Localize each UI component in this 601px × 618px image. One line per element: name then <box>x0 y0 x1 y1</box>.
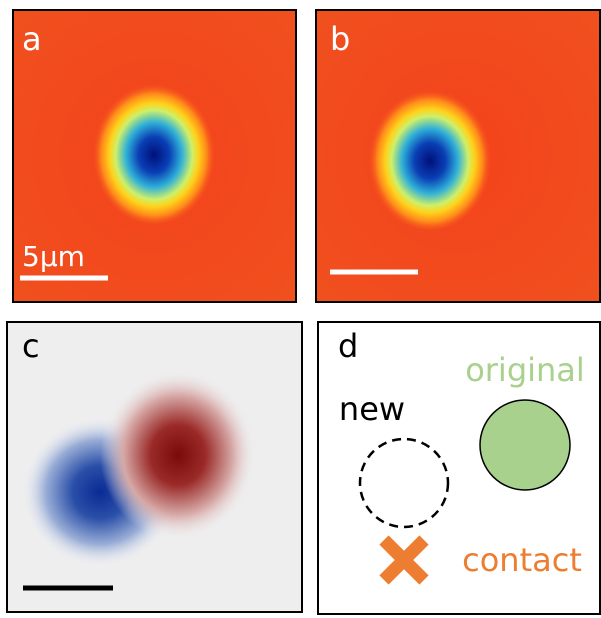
panel-a: a 5μm <box>13 10 296 302</box>
scale-label: 5μm <box>22 240 85 273</box>
panel-label: a <box>22 20 42 58</box>
panel-label: b <box>330 20 350 58</box>
figure: a 5μm b c d original new contact <box>0 0 601 618</box>
legend-label: new <box>339 390 405 428</box>
spot <box>368 86 492 230</box>
panel-label: d <box>338 327 358 365</box>
red-lobe <box>100 370 256 540</box>
legend-label: contact <box>462 541 582 579</box>
panel-d: d original new contact <box>318 322 600 614</box>
legend-label: original <box>465 351 585 389</box>
panel-label: c <box>22 327 40 365</box>
panel-c: c <box>7 322 302 612</box>
spot <box>92 80 216 224</box>
panel-b: b <box>316 10 600 302</box>
page: a 5μm b c d original new contact (() => … <box>0 0 601 618</box>
original-circle <box>480 400 570 490</box>
